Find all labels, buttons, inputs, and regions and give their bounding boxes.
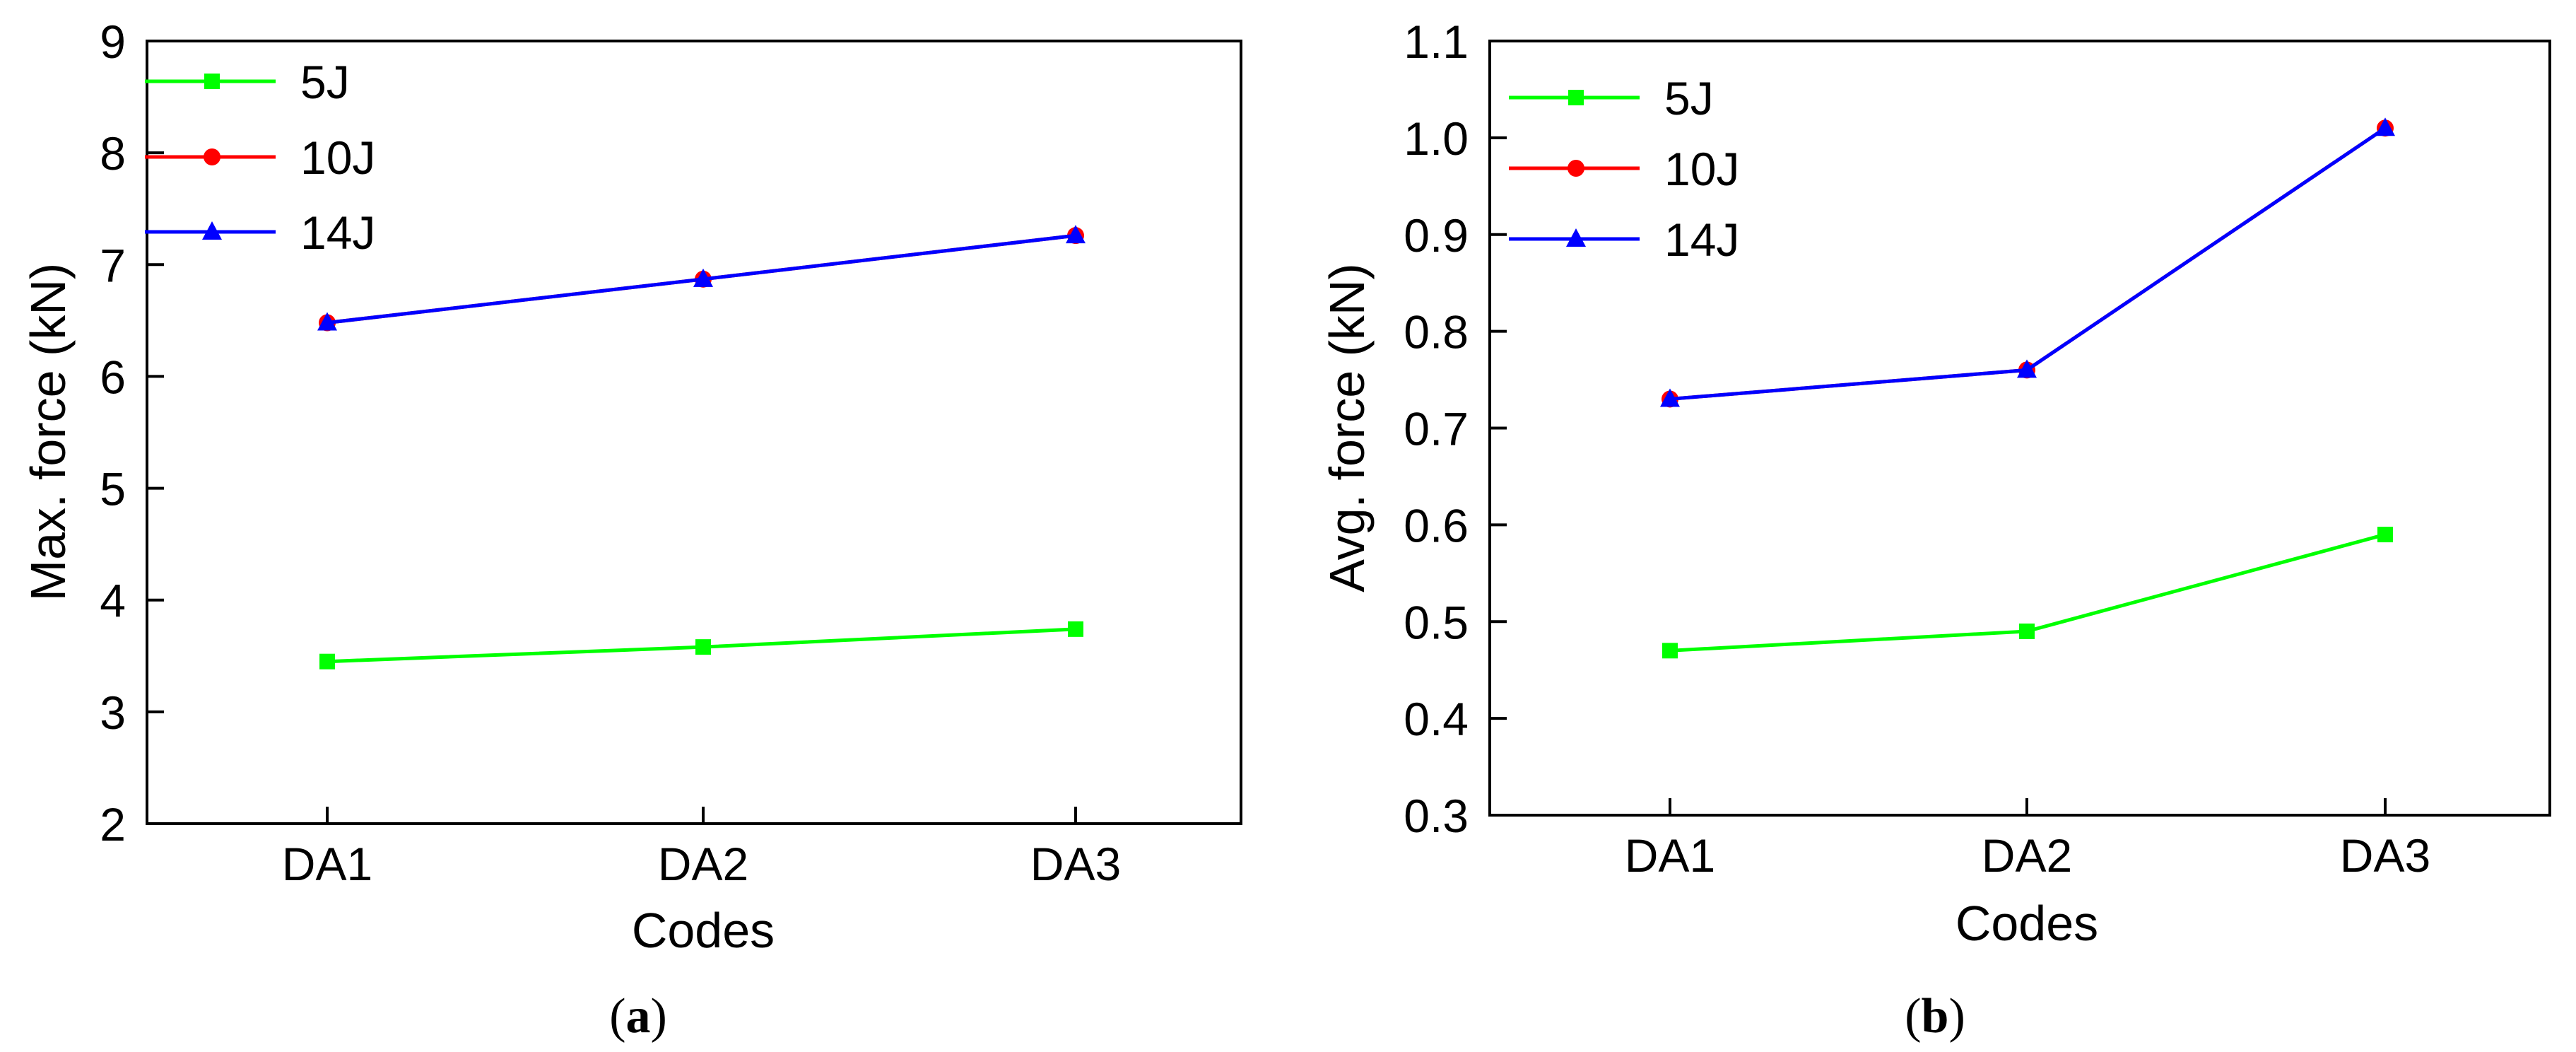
chart-b-ytick-label: 0.5 — [1404, 596, 1469, 648]
chart-b: 0.3 0.4 0.5 0.6 0.7 0.8 0.9 1.0 1.1 DA1 DA2 DA3 5J… — [1319, 16, 2551, 1044]
chart-b-series-line-10J — [1669, 127, 2387, 401]
chart-b-ytick-label: 0.8 — [1404, 306, 1469, 358]
chart-a-ytick-label: 8 — [100, 127, 126, 180]
chart-a-xticks: DA1 DA2 DA3 — [282, 807, 1121, 890]
chart-b-caption-open: ( — [1905, 989, 1921, 1044]
chart-a-legend-marker-5J — [204, 74, 220, 89]
chart-b-legend-label-14J: 14J — [1664, 214, 1739, 266]
chart-a-legend-label-10J: 10J — [300, 132, 375, 184]
chart-b-xlabel: Codes — [1955, 896, 2098, 951]
chart-a-xtick-label: DA3 — [1030, 838, 1121, 890]
chart-a-legend: 5J 10J 14J — [145, 56, 375, 259]
chart-a-series — [317, 225, 1086, 670]
chart-a-legend-label-5J: 5J — [300, 56, 350, 108]
chart-b-ytick-label: 0.4 — [1404, 693, 1469, 745]
chart-b-legend-marker-14J — [1566, 228, 1586, 247]
chart-a-xlabel: Codes — [632, 903, 775, 958]
chart-b-point-5J — [2377, 527, 2393, 543]
chart-a-point-5J — [695, 639, 711, 655]
chart-a-ytick-label: 3 — [100, 686, 126, 739]
chart-b-series-line-14J — [1669, 127, 2387, 401]
chart-a-ytick-label: 9 — [100, 16, 126, 68]
chart-a-caption: (a) — [609, 989, 667, 1044]
chart-b-legend-label-10J: 10J — [1664, 143, 1739, 195]
chart-a-caption-open: ( — [609, 989, 625, 1044]
chart-b-xticks: DA1 DA2 DA3 — [1625, 798, 2430, 882]
chart-a-ytick-label: 4 — [100, 575, 126, 627]
chart-a-xtick-label: DA1 — [282, 838, 372, 890]
chart-b-yticks: 0.3 0.4 0.5 0.6 0.7 0.8 0.9 1.0 1.1 — [1404, 16, 1507, 842]
chart-b-ytick-label: 0.7 — [1404, 403, 1469, 455]
chart-b-point-5J — [2019, 623, 2035, 639]
chart-b-point-5J — [1662, 643, 1678, 659]
chart-a-ytick-label: 7 — [100, 239, 126, 291]
chart-a-legend-label-14J: 14J — [300, 206, 375, 259]
chart-a: 2 3 4 5 6 7 8 9 DA1 DA2 DA3 5J 10J 14J Max. force (… — [20, 16, 1242, 1044]
chart-a-point-14J — [693, 268, 713, 287]
chart-b-ytick-label: 1.0 — [1404, 112, 1469, 165]
chart-b-xtick-label: DA3 — [2340, 829, 2430, 882]
chart-b-legend-label-5J: 5J — [1664, 72, 1714, 124]
chart-a-yticks: 2 3 4 5 6 7 8 9 — [100, 16, 164, 851]
chart-a-point-14J — [1066, 225, 1086, 244]
chart-a-ytick-label: 2 — [100, 798, 126, 851]
chart-a-ytick-label: 5 — [100, 463, 126, 515]
chart-a-plot-frame — [146, 40, 1242, 825]
chart-a-caption-close: ) — [651, 989, 667, 1044]
chart-b-caption: (b) — [1905, 989, 1965, 1044]
chart-a-legend-marker-10J — [204, 148, 220, 165]
chart-b-xtick-label: DA1 — [1625, 829, 1715, 882]
chart-b-ytick-label: 0.9 — [1404, 209, 1469, 262]
chart-b-ylabel: Avg. force (kN) — [1319, 263, 1375, 592]
chart-b-point-14J — [2017, 359, 2037, 378]
chart-a-xtick-label: DA2 — [658, 838, 748, 890]
chart-b-caption-label: b — [1922, 989, 1949, 1044]
chart-b-legend: 5J 10J 14J — [1509, 72, 1739, 266]
chart-b-plot-frame — [1488, 40, 2551, 817]
chart-b-xtick-label: DA2 — [1982, 829, 2072, 882]
chart-a-legend-marker-14J — [202, 221, 222, 240]
chart-a-point-14J — [317, 312, 337, 331]
chart-b-legend-marker-10J — [1568, 160, 1584, 177]
chart-b-point-14J — [1660, 388, 1680, 407]
chart-b-caption-close: ) — [1948, 989, 1965, 1044]
chart-a-ytick-label: 6 — [100, 351, 126, 403]
chart-a-point-5J — [1068, 621, 1083, 637]
chart-a-point-5J — [319, 653, 335, 670]
chart-b-ytick-label: 0.3 — [1404, 790, 1469, 842]
chart-b-point-14J — [2375, 117, 2395, 136]
chart-a-ylabel: Max. force (kN) — [20, 263, 76, 601]
chart-a-caption-label: a — [626, 989, 651, 1044]
chart-b-ytick-label: 0.6 — [1404, 499, 1469, 551]
chart-b-series — [1660, 117, 2395, 659]
chart-b-legend-marker-5J — [1568, 90, 1584, 105]
chart-b-ytick-label: 1.1 — [1404, 16, 1469, 68]
